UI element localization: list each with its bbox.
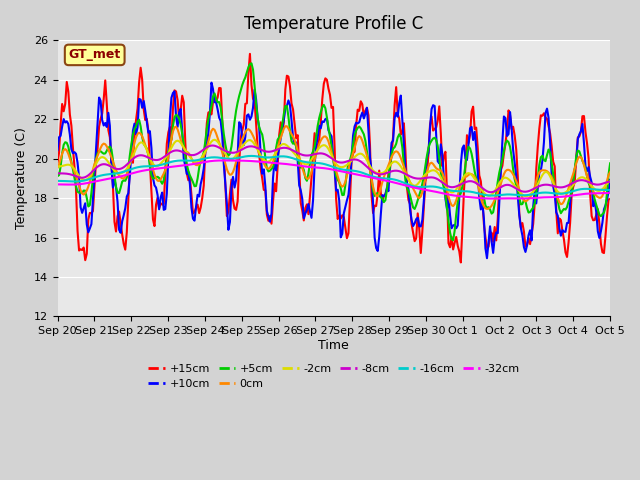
-16cm — [122, 168, 129, 174]
+15cm — [606, 196, 614, 202]
0cm — [606, 169, 614, 175]
Line: +15cm: +15cm — [58, 54, 610, 263]
0cm — [218, 150, 226, 156]
0cm — [297, 159, 305, 165]
-8cm — [579, 177, 586, 183]
Title: Temperature Profile C: Temperature Profile C — [244, 15, 424, 33]
+10cm — [207, 80, 215, 85]
-32cm — [579, 191, 586, 197]
+5cm — [579, 158, 586, 164]
-2cm — [122, 168, 129, 174]
-2cm — [211, 137, 218, 143]
-32cm — [218, 157, 226, 163]
-8cm — [606, 179, 614, 184]
0cm — [282, 123, 289, 129]
-32cm — [297, 163, 305, 169]
-2cm — [220, 148, 228, 154]
0cm — [54, 165, 61, 170]
+15cm — [54, 159, 61, 165]
-2cm — [238, 144, 246, 149]
-8cm — [122, 163, 129, 169]
+5cm — [248, 60, 255, 66]
+10cm — [54, 147, 61, 153]
+5cm — [449, 237, 457, 243]
+15cm — [218, 117, 226, 122]
-32cm — [606, 190, 614, 196]
0cm — [579, 157, 586, 163]
Line: -2cm: -2cm — [58, 140, 610, 196]
Line: -8cm: -8cm — [58, 145, 610, 192]
+5cm — [297, 165, 305, 170]
-8cm — [248, 144, 255, 149]
+10cm — [579, 121, 586, 127]
+15cm — [457, 260, 465, 265]
-16cm — [218, 155, 226, 161]
Text: GT_met: GT_met — [68, 48, 121, 61]
X-axis label: Time: Time — [319, 339, 349, 352]
+5cm — [246, 61, 254, 67]
+10cm — [297, 187, 305, 193]
+15cm — [237, 135, 244, 141]
-32cm — [248, 158, 255, 164]
0cm — [246, 127, 254, 133]
+5cm — [54, 173, 61, 179]
Line: -32cm: -32cm — [58, 160, 610, 199]
+15cm — [246, 51, 254, 57]
-2cm — [248, 138, 255, 144]
+5cm — [237, 87, 244, 93]
-8cm — [220, 147, 228, 153]
+10cm — [483, 255, 491, 261]
-16cm — [246, 153, 254, 159]
+10cm — [248, 114, 255, 120]
+15cm — [248, 82, 255, 88]
-2cm — [579, 174, 586, 180]
-16cm — [579, 186, 586, 192]
-2cm — [606, 179, 614, 184]
Line: +5cm: +5cm — [58, 63, 610, 240]
+15cm — [579, 113, 586, 119]
Legend: +15cm, +10cm, +5cm, 0cm, -2cm, -8cm, -16cm, -32cm: +15cm, +10cm, +5cm, 0cm, -2cm, -8cm, -16… — [144, 360, 524, 394]
-8cm — [238, 146, 246, 152]
-32cm — [238, 158, 246, 164]
+10cm — [122, 205, 129, 211]
-16cm — [54, 178, 61, 184]
-2cm — [522, 193, 529, 199]
Line: 0cm: 0cm — [58, 126, 610, 209]
Line: +10cm: +10cm — [58, 83, 610, 258]
-16cm — [297, 158, 305, 164]
-32cm — [220, 157, 228, 163]
-2cm — [54, 164, 61, 169]
-8cm — [54, 170, 61, 176]
-32cm — [122, 172, 129, 178]
-8cm — [209, 143, 217, 148]
0cm — [122, 174, 129, 180]
-32cm — [54, 181, 61, 187]
-8cm — [488, 189, 495, 195]
+10cm — [606, 177, 614, 183]
+10cm — [238, 135, 246, 141]
Line: -16cm: -16cm — [58, 156, 610, 195]
+10cm — [220, 161, 228, 167]
0cm — [483, 206, 491, 212]
-16cm — [606, 187, 614, 193]
-32cm — [488, 196, 495, 202]
+5cm — [218, 118, 226, 123]
0cm — [237, 141, 244, 147]
-2cm — [297, 158, 305, 164]
+15cm — [297, 200, 305, 206]
-16cm — [248, 153, 255, 159]
-8cm — [297, 151, 305, 157]
Y-axis label: Temperature (C): Temperature (C) — [15, 127, 28, 229]
+5cm — [606, 160, 614, 166]
+5cm — [122, 178, 129, 184]
-16cm — [237, 155, 244, 160]
+15cm — [122, 247, 129, 252]
-16cm — [488, 192, 495, 198]
